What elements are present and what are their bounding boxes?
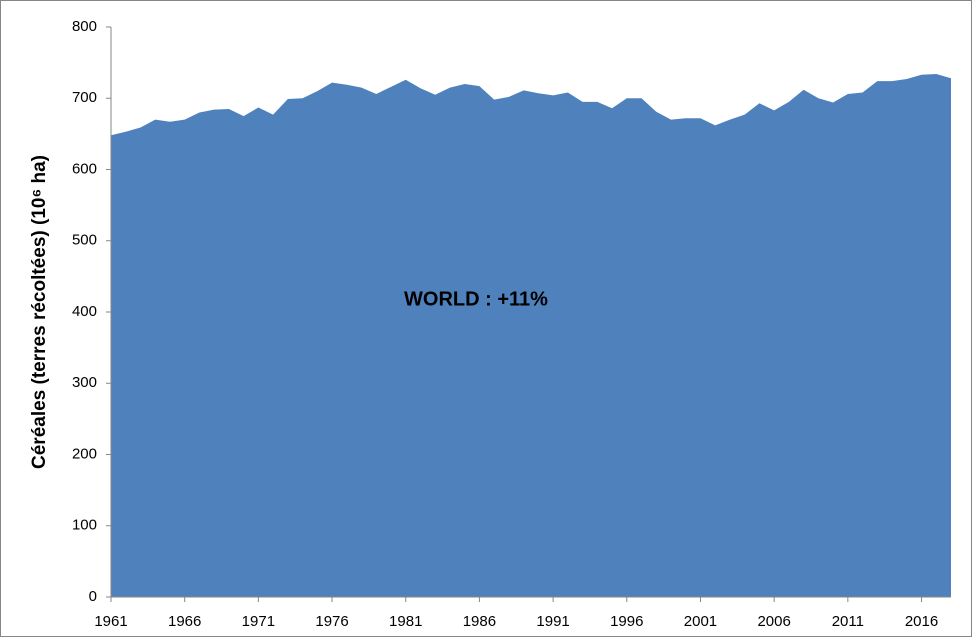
y-tick-label: 100 xyxy=(72,517,97,534)
annotation: WORLD : +11% xyxy=(404,288,548,310)
y-tick-label: 800 xyxy=(72,18,97,35)
x-tick-label: 2006 xyxy=(757,613,790,630)
x-tick-label: 1991 xyxy=(536,613,569,630)
x-tick-label: 2001 xyxy=(684,613,717,630)
y-axis-label: Céréales (terres récoltées) (10⁶ ha) xyxy=(29,155,50,469)
x-tick-label: 1996 xyxy=(610,613,643,630)
x-tick-label: 1986 xyxy=(463,613,496,630)
x-tick-label: 1976 xyxy=(315,613,348,630)
area xyxy=(111,74,951,597)
y-tick-label: 200 xyxy=(72,445,97,462)
y-tick-label: 700 xyxy=(72,89,97,106)
y-tick-label: 0 xyxy=(89,588,97,605)
y-tick-label: 500 xyxy=(72,232,97,249)
x-tick-label: 1966 xyxy=(168,613,201,630)
y-tick-label: 600 xyxy=(72,160,97,177)
x-tick-label: 2016 xyxy=(905,613,938,630)
y-tick-label: 400 xyxy=(72,303,97,320)
y-tick-label: 300 xyxy=(72,374,97,391)
x-tick-label: 1971 xyxy=(242,613,275,630)
x-tick-label: 1961 xyxy=(94,613,127,630)
x-tick-label: 2011 xyxy=(832,613,864,630)
x-tick-label: 1981 xyxy=(389,613,422,630)
